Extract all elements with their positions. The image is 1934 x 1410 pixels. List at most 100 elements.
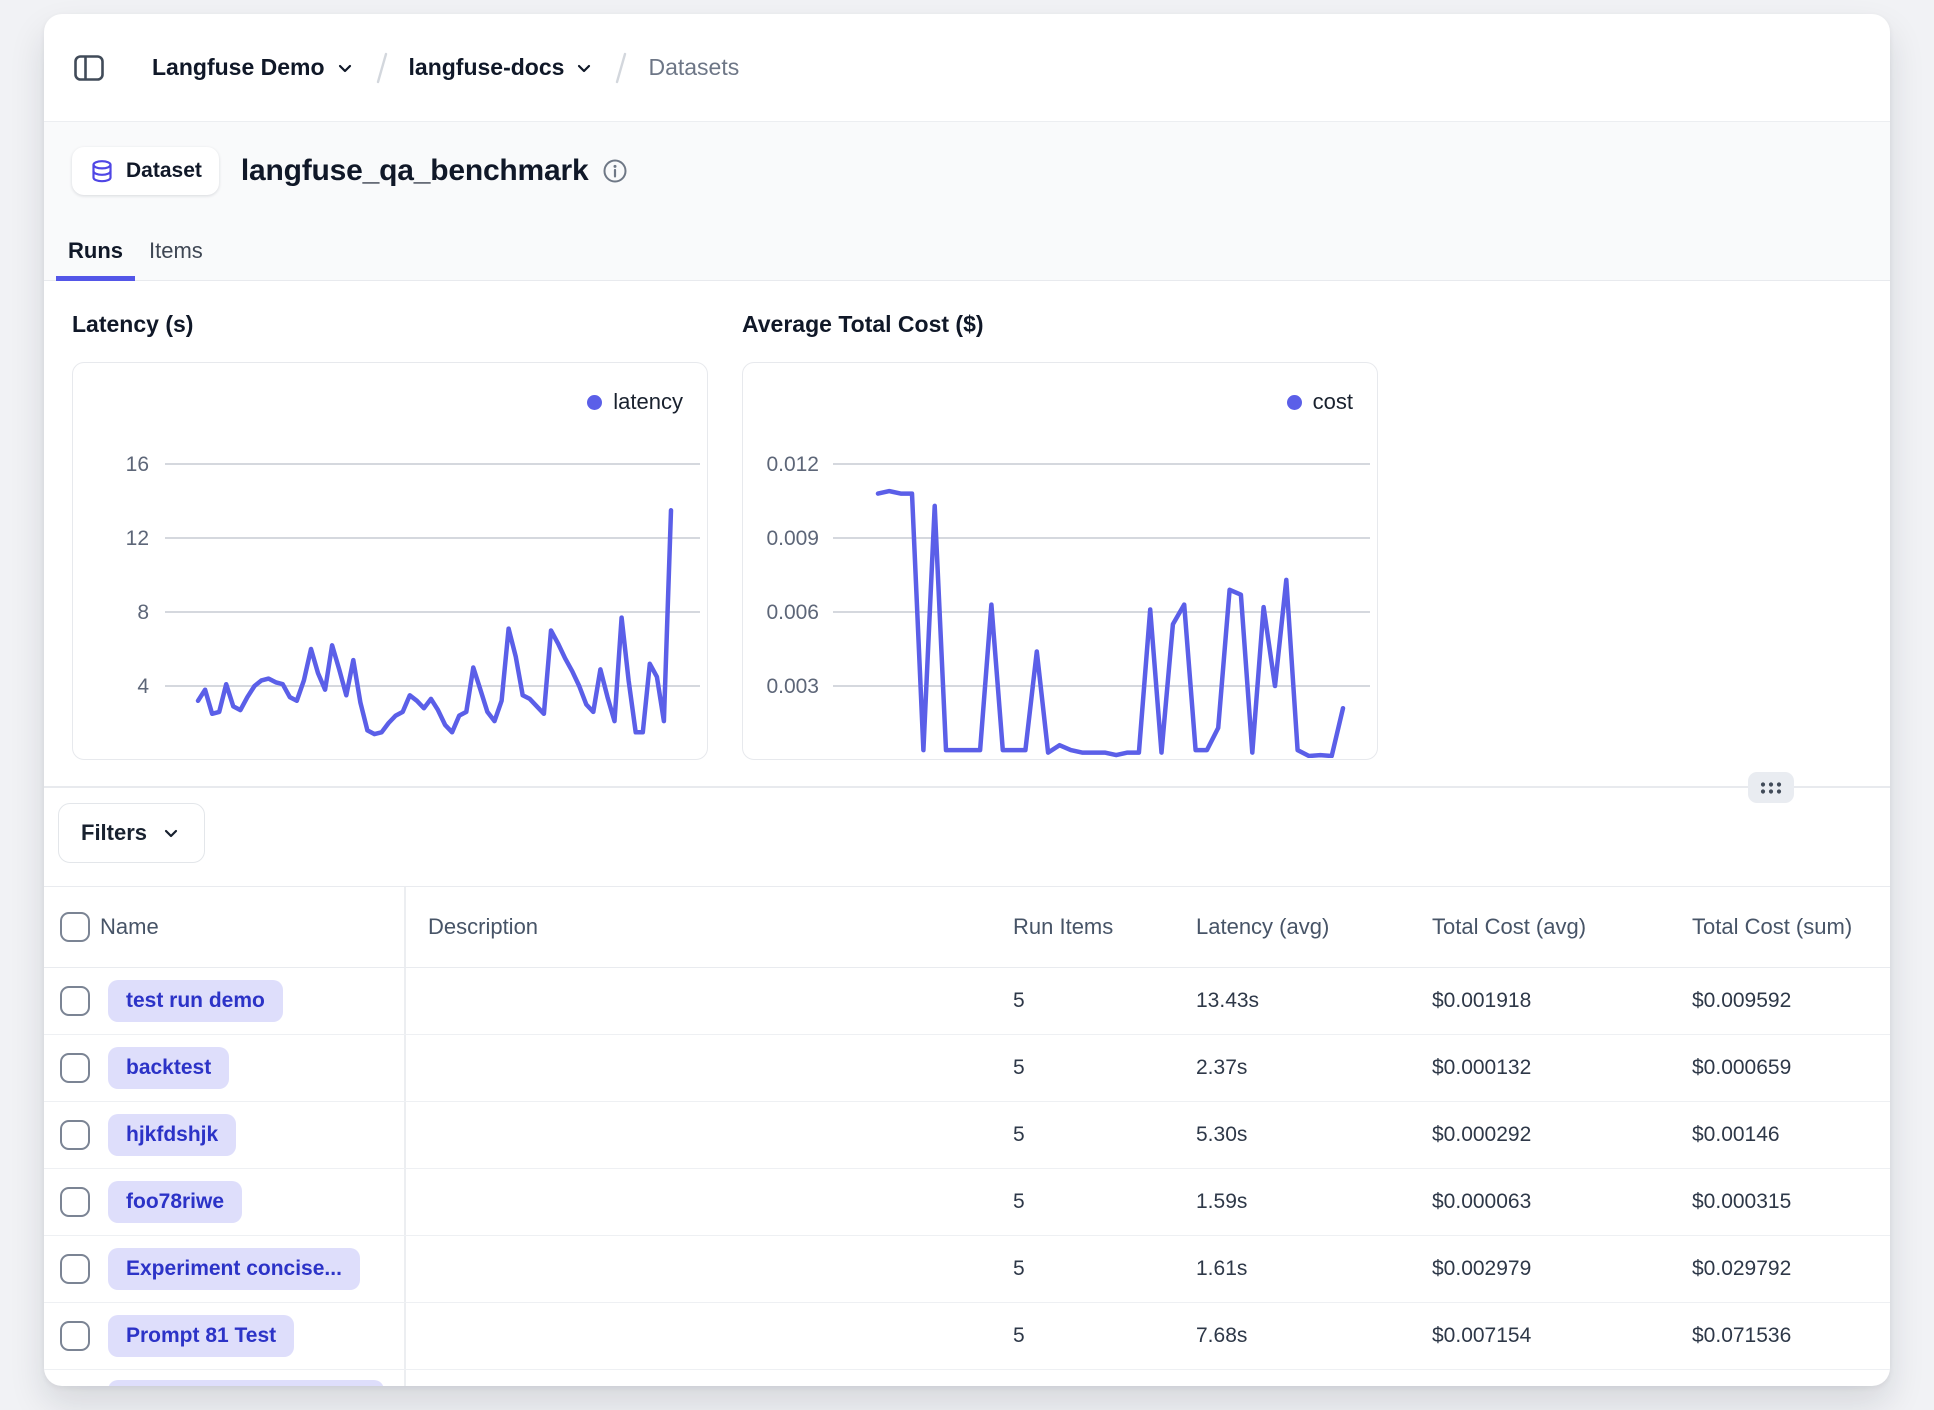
total-cost-sum-cell: $0.000659 <box>1692 1056 1792 1079</box>
run-items-cell: 5 <box>1013 1190 1025 1213</box>
chevron-down-icon <box>164 829 178 838</box>
total-cost-sum-cell: $0.029792 <box>1692 1257 1792 1280</box>
row-checkbox[interactable] <box>60 1053 90 1083</box>
latency-chart-title: Latency (s) <box>72 311 194 337</box>
legend-label: latency <box>613 389 683 414</box>
dataset-name: langfuse_qa_benchmark <box>240 154 589 187</box>
row-checkbox[interactable] <box>60 1254 90 1284</box>
latency-legend: latency <box>587 389 683 415</box>
breadcrumb-bar: Langfuse Demo langfuse-docs Datasets <box>44 14 1890 122</box>
column-header-description: Description <box>428 914 539 939</box>
table-row: test run demo 5 13.43s $0.001918 $0.009592 <box>44 968 1890 1035</box>
breadcrumb-separator <box>371 49 393 87</box>
svg-text:0.003: 0.003 <box>766 675 819 698</box>
info-icon[interactable] <box>602 158 628 184</box>
breadcrumb-section[interactable]: Datasets <box>648 54 739 81</box>
svg-text:12: 12 <box>126 527 149 550</box>
charts-section: Latency (s) 16 12 8 4 latency Average Total… <box>72 310 1378 760</box>
total-cost-sum-cell: $0.009592 <box>1692 989 1792 1012</box>
chevron-down-icon <box>338 64 351 72</box>
run-name-badge[interactable]: foo78riwe <box>108 1181 243 1223</box>
dataset-badge: Dataset <box>72 147 219 195</box>
latency-avg-cell: 13.43s <box>1196 989 1260 1012</box>
svg-text:0.012: 0.012 <box>766 453 819 476</box>
run-items-cell: 5 <box>1013 1324 1025 1347</box>
breadcrumb-section-label: Datasets <box>648 54 740 80</box>
page-header: Dataset langfuse_qa_benchmark Runs Items <box>44 122 1890 281</box>
total-cost-avg-cell: $0.000063 <box>1432 1190 1532 1213</box>
main-card: Langfuse Demo langfuse-docs Datasets <box>44 14 1890 1386</box>
run-name-badge[interactable]: test run demo <box>108 980 283 1022</box>
svg-text:0.009: 0.009 <box>766 527 819 550</box>
total-cost-sum-cell: $0.000315 <box>1692 1190 1792 1213</box>
table-header-row: Name Description Run Items Latency (avg)… <box>44 887 1890 968</box>
row-checkbox[interactable] <box>60 1187 90 1217</box>
svg-text:0.006: 0.006 <box>766 601 819 624</box>
database-icon <box>92 160 112 183</box>
column-header-total-cost-avg: Total Cost (avg) <box>1432 914 1587 939</box>
breadcrumb: Langfuse Demo langfuse-docs Datasets <box>152 49 739 87</box>
run-name-badge[interactable]: hjkfdshjk <box>108 1114 237 1156</box>
run-items-cell: 5 <box>1013 1056 1025 1079</box>
filters-button-label: Filters <box>81 820 148 845</box>
run-name-badge[interactable]: Experiment concise... <box>108 1248 360 1290</box>
latency-avg-cell: 7.68s <box>1196 1324 1248 1347</box>
section-divider <box>44 772 1890 803</box>
table-row: Prompt 81 Test 5 7.68s $0.007154 $0.071536 <box>44 1303 1890 1370</box>
table-rows: test run demo 5 13.43s $0.001918 $0.009592 ba… <box>44 968 1890 1386</box>
dataset-tabs: Runs Items <box>56 238 215 281</box>
filters-button[interactable]: Filters <box>58 803 206 863</box>
sidebar-toggle-button[interactable] <box>72 51 106 85</box>
total-cost-sum-cell: $0.00146 <box>1692 1123 1780 1146</box>
tab-items[interactable]: Items <box>149 238 203 263</box>
runs-table: Name Description Run Items Latency (avg)… <box>44 886 1890 1386</box>
row-checkbox[interactable] <box>60 1120 90 1150</box>
run-items-cell: 5 <box>1013 989 1025 1012</box>
dataset-badge-label: Dataset <box>126 159 202 182</box>
tab-runs[interactable]: Runs <box>56 238 135 281</box>
grip-dots-icon <box>1760 781 1782 794</box>
total-cost-avg-cell: $0.002979 <box>1432 1257 1532 1280</box>
breadcrumb-org-label: Langfuse Demo <box>152 54 325 80</box>
cost-legend: cost <box>1286 389 1353 415</box>
row-checkbox[interactable] <box>60 986 90 1016</box>
breadcrumb-separator <box>610 49 632 87</box>
table-row: foo78riwe 5 1.59s $0.000063 $0.000315 <box>44 1169 1890 1236</box>
resize-grip-handle[interactable] <box>1748 772 1794 803</box>
select-all-checkbox[interactable] <box>60 912 90 942</box>
latency-line-chart: 16 12 8 4 <box>126 453 700 737</box>
column-header-run-items: Run Items <box>1013 914 1114 939</box>
run-name-badge[interactable] <box>108 1380 384 1386</box>
run-items-cell: 5 <box>1013 1123 1025 1146</box>
panel-left-icon <box>74 54 104 81</box>
latency-avg-cell: 1.61s <box>1196 1257 1248 1280</box>
total-cost-sum-cell: $0.071536 <box>1692 1324 1792 1347</box>
page-title: langfuse_qa_benchmark <box>241 154 629 188</box>
total-cost-avg-cell: $0.007154 <box>1432 1324 1532 1347</box>
latency-avg-cell: 2.37s <box>1196 1056 1248 1079</box>
cost-chart-card: 0.012 0.009 0.006 0.003 cost <box>742 362 1378 760</box>
run-name-badge[interactable]: Prompt 81 Test <box>108 1315 295 1357</box>
cost-chart-title: Average Total Cost ($) <box>742 311 984 337</box>
breadcrumb-project[interactable]: langfuse-docs <box>409 54 595 81</box>
table-row: backtest 5 2.37s $0.000132 $0.000659 <box>44 1035 1890 1102</box>
run-name-badge[interactable]: backtest <box>108 1047 230 1089</box>
total-cost-avg-cell: $0.000132 <box>1432 1056 1532 1079</box>
chevron-down-icon <box>578 64 591 72</box>
cost-line-chart: 0.012 0.009 0.006 0.003 <box>766 453 1370 758</box>
legend-label: cost <box>1312 389 1353 414</box>
breadcrumb-org[interactable]: Langfuse Demo <box>152 54 355 81</box>
legend-dot-icon <box>587 394 603 410</box>
column-header-latency-avg: Latency (avg) <box>1196 914 1330 939</box>
latency-chart-block: Latency (s) 16 12 8 4 latency <box>72 310 708 760</box>
latency-chart-card: 16 12 8 4 latency <box>72 362 708 760</box>
row-checkbox[interactable] <box>60 1321 90 1351</box>
latency-avg-cell: 5.30s <box>1196 1123 1248 1146</box>
run-items-cell: 5 <box>1013 1257 1025 1280</box>
column-header-total-cost-sum: Total Cost (sum) <box>1692 914 1853 939</box>
column-header-name: Name <box>100 914 159 939</box>
breadcrumb-project-label: langfuse-docs <box>408 54 565 80</box>
column-divider <box>404 887 406 1386</box>
table-row: hjkfdshjk 5 5.30s $0.000292 $0.00146 <box>44 1102 1890 1169</box>
